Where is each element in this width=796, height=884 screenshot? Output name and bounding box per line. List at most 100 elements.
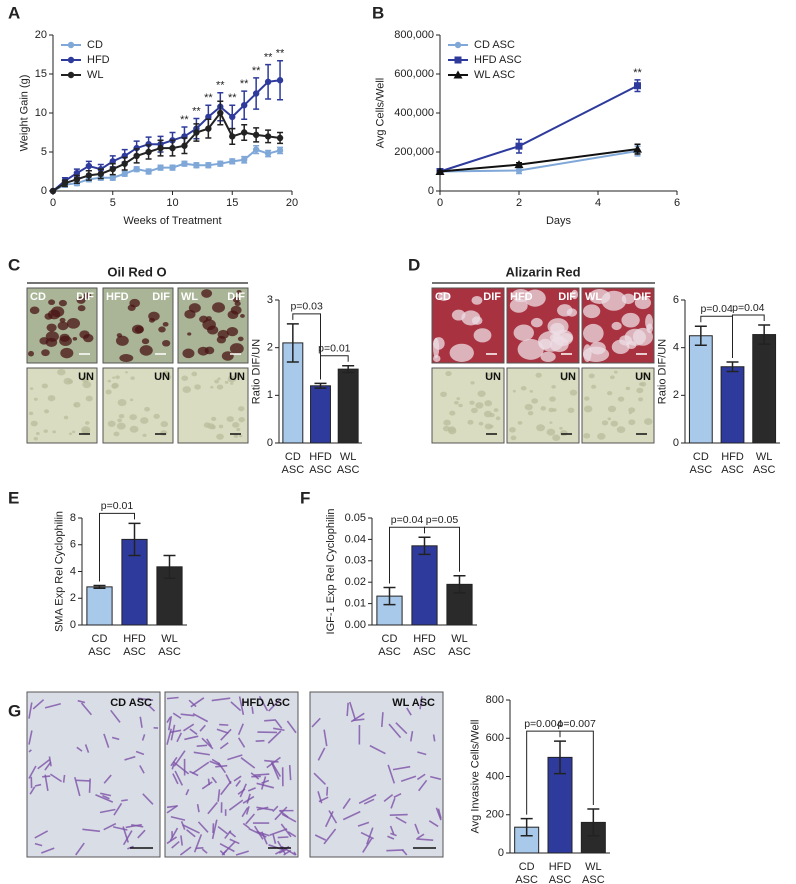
cell <box>80 702 92 716</box>
image-label: HFD ASC <box>242 697 291 709</box>
cell <box>162 321 169 327</box>
y-tick-label: 200,000 <box>394 146 434 158</box>
cell <box>201 737 214 750</box>
cell <box>139 345 153 356</box>
cell <box>171 840 180 849</box>
y-tick-label: 3 <box>267 294 273 306</box>
cell <box>210 385 214 389</box>
cell <box>211 776 218 784</box>
cell <box>43 429 48 433</box>
cell <box>609 375 615 380</box>
cell <box>35 432 40 436</box>
cell <box>202 319 216 331</box>
cell <box>549 421 553 424</box>
cell <box>76 746 83 752</box>
cell <box>66 318 81 329</box>
cell <box>510 435 517 441</box>
cell <box>58 299 67 307</box>
x-tick-label-line: CD <box>519 861 535 873</box>
cell <box>272 834 277 844</box>
significance-label: ** <box>204 92 213 104</box>
cell <box>314 834 327 841</box>
cell <box>34 783 42 787</box>
error-bar <box>520 817 533 837</box>
cell <box>81 376 90 383</box>
cell <box>207 801 218 815</box>
y-tick-label: 0.02 <box>345 576 366 588</box>
cell <box>47 395 56 402</box>
cell <box>286 720 297 734</box>
cell <box>251 706 254 714</box>
cell <box>261 779 270 784</box>
x-tick-label: WL ASC <box>158 633 181 658</box>
marker <box>229 113 236 121</box>
cell <box>63 377 73 385</box>
cell <box>57 321 69 331</box>
cell <box>508 427 516 433</box>
cell <box>530 317 543 328</box>
cell <box>437 808 442 819</box>
legend-marker <box>67 41 75 49</box>
y-tick-label: 2 <box>70 592 76 604</box>
cell <box>611 321 622 331</box>
cell <box>219 742 229 750</box>
cell <box>293 851 297 856</box>
marker <box>241 156 248 163</box>
y-tick-label: 800,000 <box>394 29 434 41</box>
cell <box>583 304 601 319</box>
y-tick-label: 200 <box>486 809 504 821</box>
cell <box>216 728 229 734</box>
y-tick-label: 0 <box>70 619 76 631</box>
cell <box>611 339 630 354</box>
cell <box>433 355 441 363</box>
cell <box>110 709 121 723</box>
image-label: CD <box>435 291 451 303</box>
x-tick-label: WL ASC <box>582 861 605 884</box>
cell <box>527 410 534 416</box>
cell <box>267 730 282 744</box>
cell <box>628 419 636 426</box>
cell <box>196 803 200 813</box>
cell <box>44 774 49 792</box>
error-bar <box>453 575 466 594</box>
marker <box>121 160 128 167</box>
micrograph: UN <box>177 367 249 444</box>
legend-label: WL ASC <box>474 69 515 81</box>
cell <box>571 289 578 300</box>
cell <box>551 384 556 389</box>
cell <box>238 417 245 423</box>
cell <box>226 327 239 337</box>
cell <box>117 418 122 423</box>
cell <box>275 719 283 729</box>
cell <box>409 731 414 742</box>
marker <box>634 82 641 90</box>
cell <box>193 751 210 756</box>
marker <box>157 144 164 152</box>
panel-letter: C <box>8 255 20 274</box>
cell <box>189 770 199 777</box>
legend-label: CD <box>87 39 103 51</box>
cell <box>229 343 244 355</box>
cell <box>73 404 77 407</box>
x-tick-label-line: ASC <box>88 646 111 658</box>
cell <box>176 732 183 743</box>
marker <box>229 133 236 140</box>
cell <box>72 336 78 341</box>
cell <box>74 776 81 797</box>
x-tick-label: WL ASC <box>337 451 360 476</box>
cell <box>357 821 370 827</box>
cell <box>559 430 568 437</box>
marker <box>193 129 200 136</box>
cell <box>201 848 208 854</box>
cell <box>433 337 445 350</box>
y-axis-label: Avg Invasive Cells/Well <box>469 720 481 834</box>
cell <box>166 728 172 745</box>
cell <box>192 712 209 723</box>
image-label: DIF <box>633 291 651 303</box>
cell <box>342 798 351 810</box>
cell <box>387 764 396 784</box>
cell <box>349 701 356 720</box>
cell <box>184 735 199 741</box>
cell <box>237 336 244 342</box>
